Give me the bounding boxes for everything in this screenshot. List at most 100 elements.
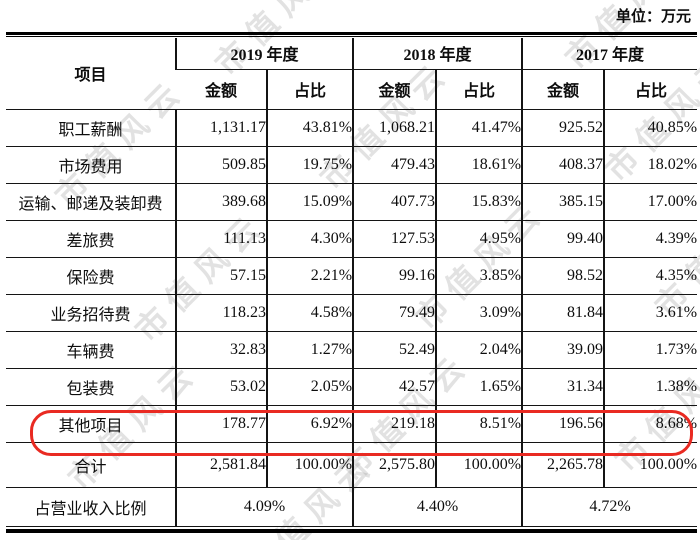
table-bottom-rule-thick: [6, 529, 697, 533]
table-row: 运输、邮递及装卸费 389.68 15.09% 407.73 15.83% 38…: [6, 183, 698, 221]
total-value: 2,575.80: [352, 442, 437, 488]
cell-value: 3.09%: [435, 294, 523, 332]
cell-value: 8.51%: [435, 405, 523, 443]
header-item: 项目: [6, 38, 176, 110]
cell-value: 3.85%: [435, 257, 523, 295]
header-row-years: 项目 2019 年度 2018 年度 2017 年度: [6, 38, 698, 110]
table-top-rule-thin: [6, 36, 697, 37]
cell-value: 4.30%: [265, 220, 354, 258]
cell-value: 99.40: [521, 220, 605, 258]
row-label: 业务招待费: [6, 294, 176, 332]
row-label: 包装费: [6, 368, 176, 406]
header-year-2017: 2017 年度: [521, 38, 698, 70]
cell-value: 81.84: [521, 294, 605, 332]
revenue-ratio-value-2017: 4.72%: [521, 487, 698, 527]
cell-value: 178.77: [175, 405, 267, 443]
cell-value: 1,131.17: [175, 109, 267, 147]
cell-value: 111.13: [175, 220, 267, 258]
cell-value: 98.52: [521, 257, 605, 295]
row-label: 车辆费: [6, 331, 176, 369]
cell-value: 3.61%: [603, 294, 698, 332]
cell-value: 408.37: [521, 146, 605, 184]
cell-value: 407.73: [352, 183, 437, 221]
cell-value: 31.34: [521, 368, 605, 406]
cell-value: 15.83%: [435, 183, 523, 221]
revenue-ratio-value-2019: 4.09%: [174, 487, 354, 527]
cell-value: 4.95%: [435, 220, 523, 258]
cell-value: 1,068.21: [352, 109, 437, 147]
unit-label: 单位：万元: [615, 9, 691, 25]
cell-value: 1.73%: [603, 331, 698, 369]
cell-value: 4.58%: [265, 294, 354, 332]
total-value: 100.00%: [435, 442, 523, 488]
cell-value: 53.02: [175, 368, 267, 406]
table-row: 保险费 57.15 2.21% 99.16 3.85% 98.52 4.35%: [6, 257, 698, 295]
table-row: 业务招待费 118.23 4.58% 79.49 3.09% 81.84 3.6…: [6, 294, 698, 332]
cell-value: 1.27%: [265, 331, 354, 369]
cell-value: 99.16: [352, 257, 437, 295]
cell-value: 925.52: [521, 109, 605, 147]
cell-value: 39.09: [521, 331, 605, 369]
table-row: 职工薪酬 1,131.17 43.81% 1,068.21 41.47% 925…: [6, 109, 698, 147]
cell-value: 127.53: [352, 220, 437, 258]
cell-value: 42.57: [352, 368, 437, 406]
header-ratio-2017: 占比: [603, 69, 698, 110]
cell-value: 1.38%: [603, 368, 698, 406]
total-row: 合计 2,581.84 100.00% 2,575.80 100.00% 2,2…: [6, 442, 698, 488]
cell-value: 40.85%: [603, 109, 698, 147]
row-label: 运输、邮递及装卸费: [6, 183, 176, 221]
cell-value: 219.18: [352, 405, 437, 443]
table-row: 市场费用 509.85 19.75% 479.43 18.61% 408.37 …: [6, 146, 698, 184]
total-label: 合计: [6, 442, 176, 488]
cell-value: 6.92%: [265, 405, 354, 443]
cell-value: 118.23: [175, 294, 267, 332]
revenue-ratio-value-2018: 4.40%: [352, 487, 523, 527]
header-amount-2017: 金额: [521, 69, 605, 110]
total-value: 100.00%: [603, 442, 698, 488]
header-year-2019: 2019 年度: [174, 38, 354, 70]
cell-value: 2.21%: [265, 257, 354, 295]
cell-value: 17.00%: [603, 183, 698, 221]
cell-value: 15.09%: [265, 183, 354, 221]
header-amount-2018: 金额: [352, 69, 437, 110]
table-row: 包装费 53.02 2.05% 42.57 1.65% 31.34 1.38%: [6, 368, 698, 406]
row-label: 职工薪酬: [6, 109, 176, 147]
cell-value: 196.56: [521, 405, 605, 443]
cell-value: 479.43: [352, 146, 437, 184]
cell-value: 4.35%: [603, 257, 698, 295]
cell-value: 18.02%: [603, 146, 698, 184]
cell-value: 8.68%: [603, 405, 698, 443]
row-label: 差旅费: [6, 220, 176, 258]
total-value: 2,265.78: [521, 442, 605, 488]
cell-value: 43.81%: [265, 109, 354, 147]
row-label: 其他项目: [6, 405, 176, 443]
header-amount-2019: 金额: [176, 69, 267, 110]
expense-table: 项目 2019 年度 2018 年度 2017 年度 金额 占比 金额 占比 金…: [6, 38, 698, 527]
table-row-highlighted: 其他项目 178.77 6.92% 219.18 8.51% 196.56 8.…: [6, 405, 698, 443]
revenue-ratio-row: 占营业收入比例 4.09% 4.40% 4.72%: [6, 487, 698, 527]
total-value: 100.00%: [265, 442, 354, 488]
table-row: 差旅费 111.13 4.30% 127.53 4.95% 99.40 4.39…: [6, 220, 698, 258]
cell-value: 41.47%: [435, 109, 523, 147]
cell-value: 18.61%: [435, 146, 523, 184]
table-top-rule-thick: [6, 32, 697, 35]
header-year-2018: 2018 年度: [352, 38, 523, 70]
header-row-sub: 金额 占比 金额 占比 金额 占比: [6, 69, 698, 110]
revenue-ratio-label: 占营业收入比例: [6, 487, 176, 527]
table-row: 车辆费 32.83 1.27% 52.49 2.04% 39.09 1.73%: [6, 331, 698, 369]
cell-value: 1.65%: [435, 368, 523, 406]
cell-value: 19.75%: [265, 146, 354, 184]
cell-value: 57.15: [175, 257, 267, 295]
header-ratio-2019: 占比: [265, 69, 354, 110]
cell-value: 52.49: [352, 331, 437, 369]
total-value: 2,581.84: [175, 442, 267, 488]
cell-value: 509.85: [175, 146, 267, 184]
cell-value: 79.49: [352, 294, 437, 332]
cell-value: 2.05%: [265, 368, 354, 406]
cell-value: 2.04%: [435, 331, 523, 369]
row-label: 市场费用: [6, 146, 176, 184]
cell-value: 385.15: [521, 183, 605, 221]
cell-value: 389.68: [175, 183, 267, 221]
cell-value: 32.83: [175, 331, 267, 369]
row-label: 保险费: [6, 257, 176, 295]
